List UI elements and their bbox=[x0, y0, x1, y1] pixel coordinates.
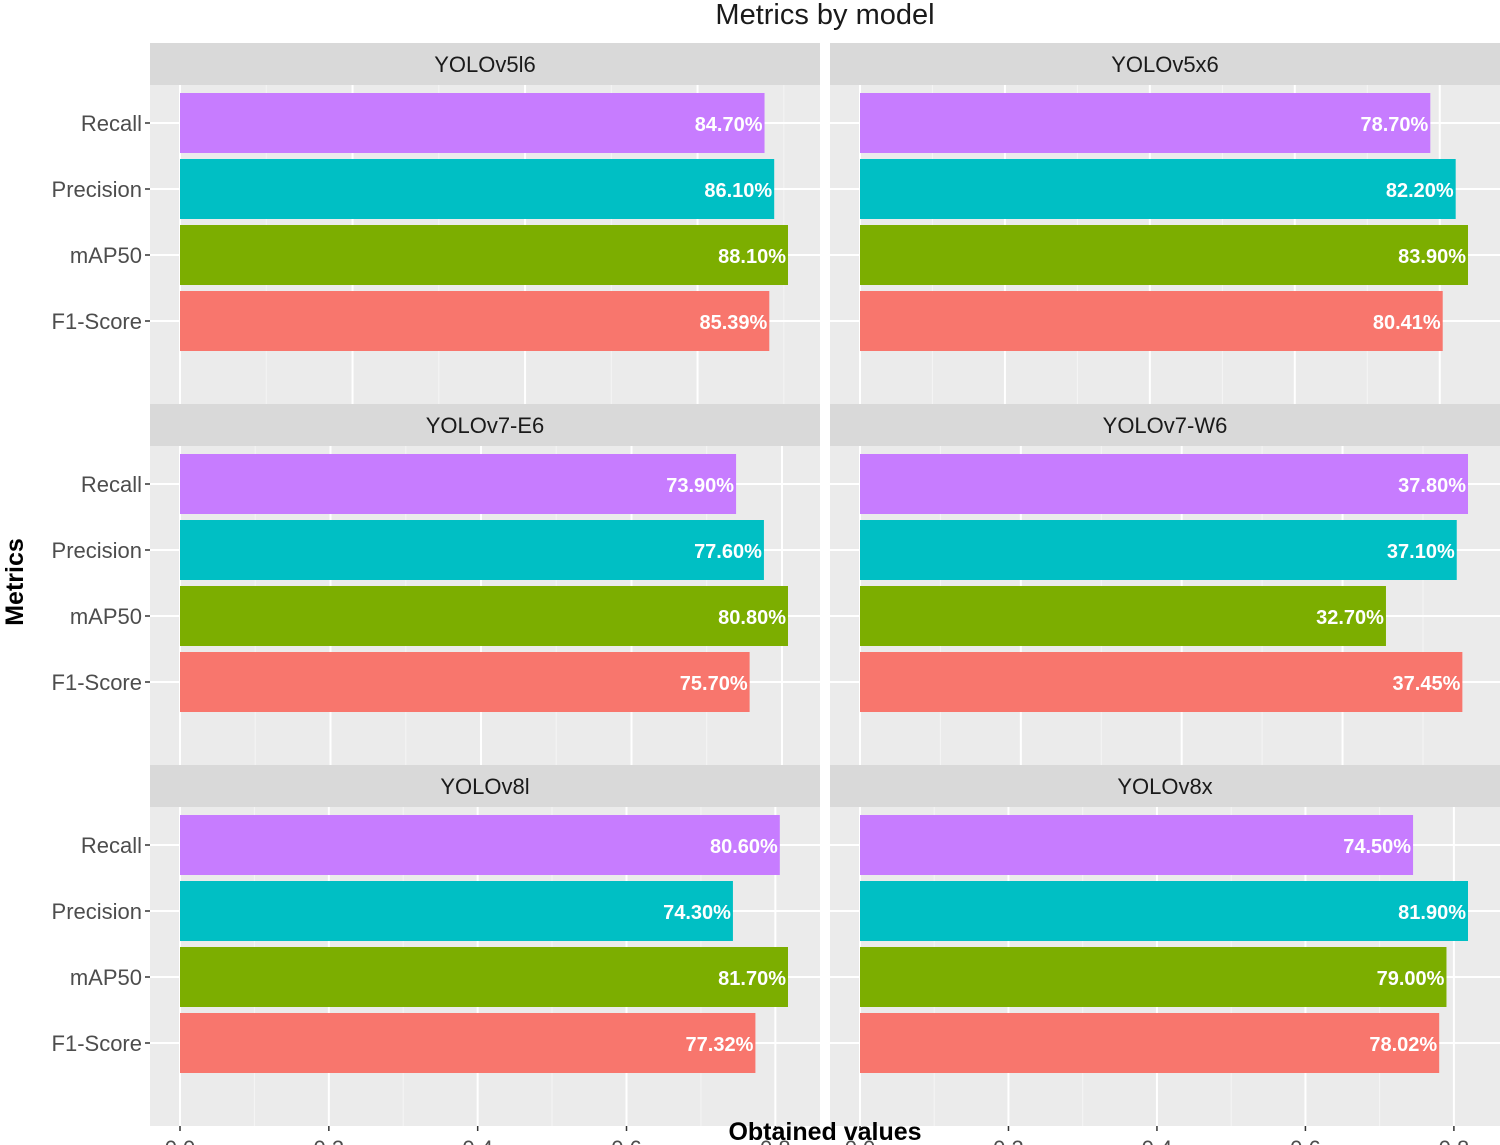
value-label-f1-score: 77.32% bbox=[686, 1034, 754, 1056]
category-label-map50: mAP50 bbox=[70, 965, 142, 990]
panel-yolov7-e6: YOLOv7-E673.90%77.60%80.80%75.70%0.00.20… bbox=[52, 404, 820, 800]
bar-recall bbox=[860, 815, 1414, 875]
panel-strip-label: YOLOv7-E6 bbox=[426, 413, 545, 438]
panel-strip bbox=[150, 43, 820, 85]
value-label-map50: 32.70% bbox=[1316, 607, 1384, 629]
bar-precision bbox=[860, 520, 1457, 580]
category-label-recall: Recall bbox=[81, 111, 142, 136]
bar-recall bbox=[180, 93, 765, 153]
panel-yolov7-w6: YOLOv7-W637.80%37.10%32.70%37.45%0.00.10… bbox=[830, 404, 1500, 800]
x-tick-label: 0.4 bbox=[1142, 1136, 1173, 1145]
panel-yolov8l: YOLOv8l 80.60% 74.30% 81.70% 77.32% 0.0 0.2 0.4… bbox=[52, 765, 820, 1145]
bar-recall bbox=[860, 454, 1468, 514]
value-label-recall: 37.80% bbox=[1398, 475, 1466, 497]
value-label-recall: 78.70% bbox=[1360, 114, 1428, 136]
bar-f1-score bbox=[180, 1013, 756, 1073]
value-label-f1-score: 37.45% bbox=[1393, 673, 1461, 695]
value-label-map50: 80.80% bbox=[718, 607, 786, 629]
bar-precision bbox=[180, 159, 775, 219]
value-label-map50: 83.90% bbox=[1398, 246, 1466, 268]
value-label-map50: 79.00% bbox=[1377, 968, 1445, 990]
bar-precision bbox=[860, 881, 1468, 941]
x-tick-label: 0.6 bbox=[611, 1136, 642, 1145]
panel-strip-label: YOLOv5x6 bbox=[1111, 52, 1219, 77]
x-tick-label: 0.0 bbox=[165, 1136, 196, 1145]
panel-strip-label: YOLOv8x bbox=[1117, 774, 1212, 799]
bar-f1-score bbox=[180, 291, 770, 351]
value-label-recall: 80.60% bbox=[710, 836, 778, 858]
panel-yolov5l6: YOLOv5l684.70%86.10%88.10%85.39%0.000.25… bbox=[52, 43, 820, 439]
value-label-f1-score: 75.70% bbox=[680, 673, 748, 695]
value-label-precision: 86.10% bbox=[704, 180, 772, 202]
x-tick-label: 0.2 bbox=[314, 1136, 345, 1145]
y-axis-title: Metrics bbox=[1, 538, 29, 626]
category-label-recall: Recall bbox=[81, 472, 142, 497]
bar-f1-score bbox=[180, 652, 750, 712]
bar-f1-score bbox=[860, 291, 1443, 351]
panel-yolov8x: YOLOv8x 74.50% 81.90% 79.00% 78.02% 0.0 0.2 0.4… bbox=[830, 765, 1500, 1145]
category-label-map50: mAP50 bbox=[70, 243, 142, 268]
x-tick-label: 0.0 bbox=[845, 1136, 876, 1145]
category-label-precision: Precision bbox=[52, 899, 142, 924]
value-label-map50: 88.10% bbox=[718, 246, 786, 268]
panel-strip bbox=[150, 404, 820, 446]
bar-map50 bbox=[860, 225, 1468, 285]
value-label-precision: 81.90% bbox=[1398, 902, 1466, 924]
bar-precision bbox=[860, 159, 1456, 219]
value-label-precision: 82.20% bbox=[1386, 180, 1454, 202]
x-axis-title: Obtained values bbox=[728, 1118, 921, 1145]
panel-strip bbox=[830, 765, 1500, 807]
x-tick-label: 0.4 bbox=[462, 1136, 493, 1145]
bar-map50 bbox=[180, 586, 788, 646]
category-label-recall: Recall bbox=[81, 833, 142, 858]
value-label-f1-score: 85.39% bbox=[699, 312, 767, 334]
category-label-precision: Precision bbox=[52, 177, 142, 202]
bar-f1-score bbox=[860, 652, 1463, 712]
category-label-f1-score: F1-Score bbox=[52, 309, 142, 334]
value-label-f1-score: 80.41% bbox=[1373, 312, 1441, 334]
panel-strip bbox=[830, 43, 1500, 85]
panel-yolov5x6: YOLOv5x678.70%82.20%83.90%80.41%0.00.20.… bbox=[830, 43, 1500, 439]
bar-recall bbox=[180, 454, 737, 514]
chart-title: Metrics by model bbox=[715, 0, 934, 31]
bar-map50 bbox=[180, 225, 788, 285]
category-label-precision: Precision bbox=[52, 538, 142, 563]
bar-map50 bbox=[180, 947, 788, 1007]
bar-precision bbox=[180, 881, 733, 941]
x-tick-label: 0.8 bbox=[1439, 1136, 1470, 1145]
category-label-f1-score: F1-Score bbox=[52, 1031, 142, 1056]
chart-panels: YOLOv5l684.70%86.10%88.10%85.39%0.000.25… bbox=[52, 43, 1500, 1145]
bar-map50 bbox=[860, 586, 1386, 646]
value-label-recall: 73.90% bbox=[666, 475, 734, 497]
panel-strip-label: YOLOv5l6 bbox=[434, 52, 536, 77]
bar-precision bbox=[180, 520, 764, 580]
x-tick-label: 0.2 bbox=[993, 1136, 1024, 1145]
panel-strip-label: YOLOv7-W6 bbox=[1103, 413, 1228, 438]
value-label-f1-score: 78.02% bbox=[1369, 1034, 1437, 1056]
bar-map50 bbox=[860, 947, 1447, 1007]
category-label-map50: mAP50 bbox=[70, 604, 142, 629]
panel-strip bbox=[150, 765, 820, 807]
value-label-precision: 37.10% bbox=[1387, 541, 1455, 563]
x-tick-label: 0.8 bbox=[760, 1136, 791, 1145]
category-label-f1-score: F1-Score bbox=[52, 670, 142, 695]
panel-strip bbox=[830, 404, 1500, 446]
value-label-precision: 74.30% bbox=[663, 902, 731, 924]
x-tick-label: 0.6 bbox=[1290, 1136, 1321, 1145]
value-label-precision: 77.60% bbox=[694, 541, 762, 563]
value-label-map50: 81.70% bbox=[718, 968, 786, 990]
value-label-recall: 84.70% bbox=[695, 114, 763, 136]
bar-recall bbox=[180, 815, 780, 875]
panel-strip-label: YOLOv8l bbox=[440, 774, 529, 799]
bar-f1-score bbox=[860, 1013, 1440, 1073]
value-label-recall: 74.50% bbox=[1343, 836, 1411, 858]
bar-recall bbox=[860, 93, 1431, 153]
